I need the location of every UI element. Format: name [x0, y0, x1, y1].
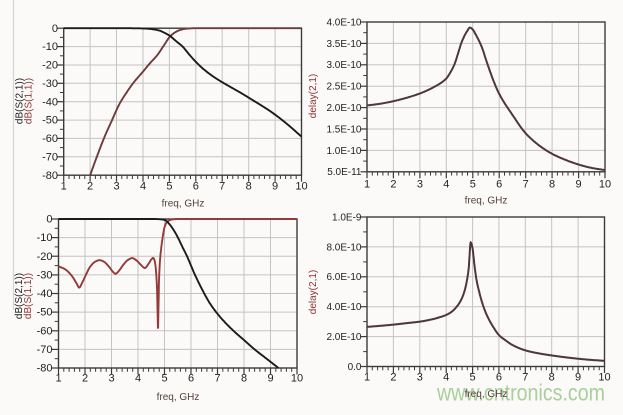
svg-text:2: 2 — [390, 372, 396, 384]
svg-text:-20: -20 — [37, 251, 53, 263]
svg-text:2.0E-10: 2.0E-10 — [326, 103, 361, 114]
svg-text:4.0E-10: 4.0E-10 — [326, 302, 361, 313]
svg-text:3.5E-10: 3.5E-10 — [326, 39, 361, 50]
svg-text:9: 9 — [576, 179, 582, 191]
svg-text:1.0E-9: 1.0E-9 — [332, 212, 362, 223]
svg-text:7: 7 — [523, 179, 529, 191]
svg-text:freq, GHz: freq, GHz — [465, 389, 508, 400]
svg-text:4: 4 — [140, 181, 146, 193]
svg-text:-70: -70 — [37, 344, 53, 356]
svg-text:10: 10 — [295, 181, 307, 193]
svg-text:delay(2,1): delay(2,1) — [308, 74, 319, 118]
svg-text:1: 1 — [61, 181, 67, 193]
svg-text:5.0E-11: 5.0E-11 — [327, 167, 362, 178]
svg-text:8: 8 — [549, 372, 555, 384]
svg-text:4.0E-10: 4.0E-10 — [326, 17, 361, 28]
svg-text:-30: -30 — [42, 78, 58, 90]
svg-text:2: 2 — [82, 373, 88, 385]
svg-text:-50: -50 — [37, 307, 53, 319]
svg-text:4: 4 — [135, 373, 141, 385]
svg-text:9: 9 — [575, 372, 581, 384]
svg-text:-40: -40 — [37, 288, 53, 300]
svg-text:7: 7 — [214, 373, 220, 385]
svg-text:5: 5 — [470, 372, 476, 384]
svg-text:dB(S(1,1)): dB(S(1,1)) — [23, 273, 34, 319]
svg-text:freq, GHz: freq, GHz — [465, 196, 508, 207]
svg-text:9: 9 — [272, 181, 278, 193]
svg-text:5: 5 — [470, 179, 476, 191]
svg-text:8: 8 — [246, 181, 252, 193]
svg-text:freq, GHz: freq, GHz — [157, 392, 200, 403]
svg-text:6: 6 — [496, 372, 502, 384]
svg-text:2.0E-10: 2.0E-10 — [326, 332, 361, 343]
svg-text:1: 1 — [364, 179, 370, 191]
svg-text:3.0E-10: 3.0E-10 — [326, 60, 361, 71]
svg-text:10: 10 — [599, 179, 611, 191]
svg-text:dB(S(2,1)): dB(S(2,1)) — [14, 273, 25, 319]
svg-text:3: 3 — [417, 372, 423, 384]
svg-text:9: 9 — [267, 373, 273, 385]
svg-text:2: 2 — [87, 181, 93, 193]
svg-text:8: 8 — [241, 373, 247, 385]
svg-text:1: 1 — [55, 373, 61, 385]
svg-text:1.5E-10: 1.5E-10 — [326, 124, 361, 135]
svg-text:-30: -30 — [37, 270, 53, 282]
svg-text:1.0E-10: 1.0E-10 — [326, 146, 361, 157]
svg-text:7: 7 — [522, 372, 528, 384]
svg-text:dB(S(2,1)): dB(S(2,1)) — [15, 78, 26, 124]
svg-text:delay(2,1): delay(2,1) — [308, 270, 319, 314]
svg-text:6.0E-10: 6.0E-10 — [326, 272, 361, 283]
svg-text:2: 2 — [390, 179, 396, 191]
svg-text:-20: -20 — [42, 60, 58, 72]
svg-text:4: 4 — [443, 372, 449, 384]
svg-text:5: 5 — [161, 373, 167, 385]
svg-text:3: 3 — [108, 373, 114, 385]
svg-text:2.5E-10: 2.5E-10 — [326, 82, 361, 93]
svg-text:0: 0 — [46, 214, 52, 226]
svg-text:6: 6 — [496, 179, 502, 191]
svg-text:5: 5 — [166, 181, 172, 193]
svg-text:0.0: 0.0 — [348, 362, 362, 373]
svg-text:3: 3 — [417, 179, 423, 191]
svg-text:-60: -60 — [42, 133, 58, 145]
svg-text:0: 0 — [52, 23, 58, 35]
svg-text:3: 3 — [113, 181, 119, 193]
svg-text:6: 6 — [193, 181, 199, 193]
svg-text:www.cntronics.com: www.cntronics.com — [436, 380, 605, 406]
svg-text:7: 7 — [219, 181, 225, 193]
svg-text:dB(S(1,1)): dB(S(1,1)) — [24, 78, 35, 124]
svg-text:6: 6 — [188, 373, 194, 385]
svg-text:-50: -50 — [42, 115, 58, 127]
svg-text:-70: -70 — [42, 151, 58, 163]
svg-text:4: 4 — [443, 179, 449, 191]
svg-text:1: 1 — [364, 372, 370, 384]
svg-text:8: 8 — [549, 179, 555, 191]
svg-text:freq, GHz: freq, GHz — [162, 199, 205, 210]
svg-text:-80: -80 — [37, 363, 53, 375]
svg-text:10: 10 — [598, 372, 610, 384]
svg-text:-10: -10 — [37, 232, 53, 244]
svg-text:-40: -40 — [42, 96, 58, 108]
svg-text:-80: -80 — [42, 170, 58, 182]
svg-text:8.0E-10: 8.0E-10 — [326, 242, 361, 253]
svg-text:10: 10 — [291, 373, 303, 385]
svg-text:-10: -10 — [42, 41, 58, 53]
svg-text:-60: -60 — [37, 325, 53, 337]
